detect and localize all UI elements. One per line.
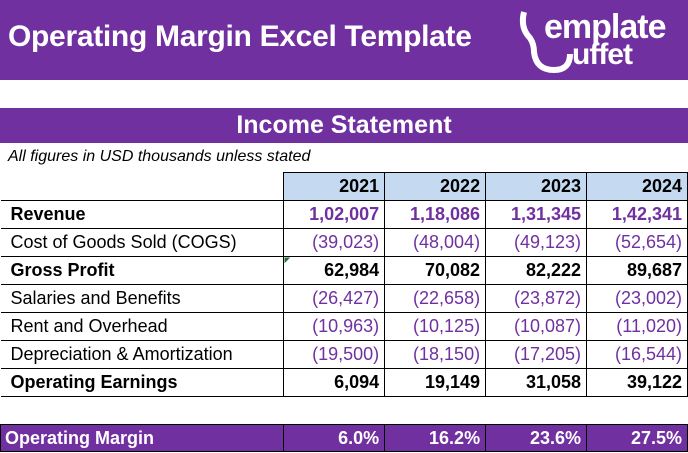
cell[interactable]: 27.5%	[586, 424, 688, 452]
cell[interactable]: 6.0%	[283, 424, 386, 452]
cell[interactable]: (11,020)	[586, 312, 688, 341]
cell[interactable]: 31,058	[485, 368, 588, 397]
row-salaries: Salaries and Benefits (26,427) (22,658) …	[0, 284, 688, 313]
cell[interactable]: 1,02,007	[283, 200, 386, 229]
row-label[interactable]: Gross Profit	[0, 256, 284, 285]
cell[interactable]: (23,872)	[485, 284, 588, 313]
row-label[interactable]: Salaries and Benefits	[0, 284, 284, 313]
cell[interactable]: (23,002)	[586, 284, 688, 313]
page-title: Operating Margin Excel Template	[8, 20, 472, 53]
cell[interactable]: (17,205)	[485, 340, 588, 369]
cell[interactable]: 1,18,086	[384, 200, 487, 229]
row-operating-earnings: Operating Earnings 6,094 19,149 31,058 3…	[0, 368, 688, 397]
year-header[interactable]: 2022	[384, 172, 487, 201]
cell[interactable]: (52,654)	[586, 228, 688, 257]
row-depreciation: Depreciation & Amortization (19,500) (18…	[0, 340, 688, 369]
cell[interactable]: 1,31,345	[485, 200, 588, 229]
cell[interactable]: 39,122	[586, 368, 688, 397]
cell[interactable]: (22,658)	[384, 284, 487, 313]
cell[interactable]: (48,004)	[384, 228, 487, 257]
cell[interactable]: 23.6%	[485, 424, 588, 452]
cell[interactable]: (18,150)	[384, 340, 487, 369]
row-rent: Rent and Overhead (10,963) (10,125) (10,…	[0, 312, 688, 341]
cell[interactable]: (16,544)	[586, 340, 688, 369]
row-label[interactable]: Rent and Overhead	[0, 312, 284, 341]
cell[interactable]: 89,687	[586, 256, 688, 285]
cell[interactable]: (49,123)	[485, 228, 588, 257]
income-statement-table: 2021 2022 2023 2024 Revenue 1,02,007 1,1…	[0, 172, 688, 452]
row-label[interactable]: Cost of Goods Sold (COGS)	[0, 228, 284, 257]
cell[interactable]: (39,023)	[283, 228, 386, 257]
cell[interactable]: 70,082	[384, 256, 487, 285]
ladle-icon	[519, 11, 573, 74]
blank-row	[0, 396, 688, 425]
cell[interactable]: 6,094	[283, 368, 386, 397]
row-label[interactable]: Operating Margin	[0, 424, 285, 452]
row-operating-margin: Operating Margin 6.0% 16.2% 23.6% 27.5%	[0, 424, 688, 452]
row-gross-profit: Gross Profit 62,984 70,082 82,222 89,687	[0, 256, 688, 285]
row-label[interactable]: Depreciation & Amortization	[0, 340, 284, 369]
year-header[interactable]: 2024	[586, 172, 688, 201]
cell[interactable]: (10,125)	[384, 312, 487, 341]
cell[interactable]: 82,222	[485, 256, 588, 285]
row-label[interactable]: Revenue	[0, 200, 284, 229]
cell[interactable]: (26,427)	[283, 284, 386, 313]
year-header[interactable]: 2023	[485, 172, 588, 201]
row-revenue: Revenue 1,02,007 1,18,086 1,31,345 1,42,…	[0, 200, 688, 229]
cell[interactable]: (10,963)	[283, 312, 386, 341]
row-label[interactable]: Operating Earnings	[0, 368, 284, 397]
template-buffet-logo: emplate uffet	[516, 8, 686, 76]
year-header[interactable]: 2021	[283, 172, 386, 201]
year-header-row: 2021 2022 2023 2024	[0, 172, 688, 201]
section-title: Income Statement	[0, 108, 688, 143]
cell[interactable]: 62,984	[283, 256, 386, 285]
cell[interactable]: 1,42,341	[586, 200, 688, 229]
row-cogs: Cost of Goods Sold (COGS) (39,023) (48,0…	[0, 228, 688, 257]
title-banner: Operating Margin Excel Template emplate …	[0, 0, 688, 80]
cell[interactable]: 16.2%	[384, 424, 487, 452]
cell[interactable]: (10,087)	[485, 312, 588, 341]
units-note: All figures in USD thousands unless stat…	[8, 148, 311, 165]
cell[interactable]: 19,149	[384, 368, 487, 397]
cell[interactable]: (19,500)	[283, 340, 386, 369]
